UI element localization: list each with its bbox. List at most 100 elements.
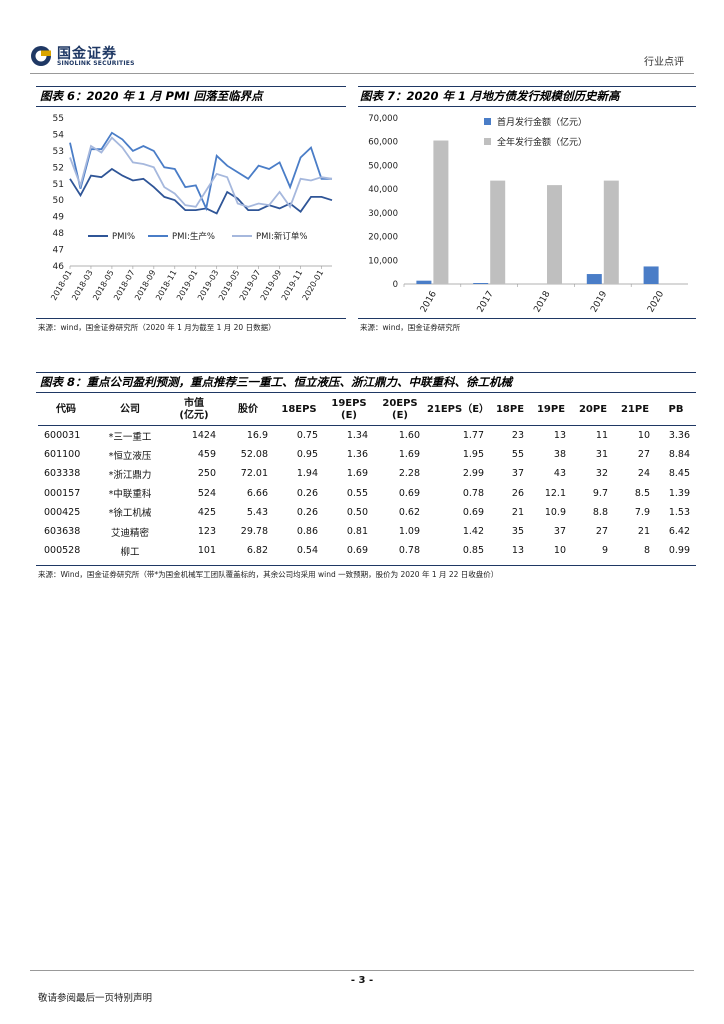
table-cell: 6.82 <box>246 545 268 557</box>
legend-swatch <box>484 138 491 145</box>
table-cell: 0.81 <box>346 526 368 538</box>
table-cell: 9.7 <box>592 487 608 499</box>
y-tick-label: 40,000 <box>368 185 398 195</box>
table-cell: 16.9 <box>246 430 268 442</box>
table-cell: 12.1 <box>544 487 566 499</box>
sinolink-logo-icon <box>30 45 52 67</box>
table-cell: *三一重工 <box>108 431 152 443</box>
column-header-line1: 21EPS（E） <box>426 403 490 415</box>
table-cell: 1.42 <box>462 526 484 538</box>
table-cell: 23 <box>511 430 524 442</box>
section-label: 行业点评 <box>644 57 684 68</box>
column-header-line1: 18EPS <box>281 403 317 415</box>
table-cell: *恒立液压 <box>108 450 152 462</box>
fig8-title: 图表 8：重点公司盈利预测，重点推荐三一重工、恒立液压、浙江鼎力、中联重科、徐工… <box>40 375 513 389</box>
table-cell: 艾迪精密 <box>110 527 149 539</box>
legend-swatch <box>484 118 491 125</box>
x-tick-label: 2016 <box>419 289 439 314</box>
table-cell: 8.8 <box>592 506 608 518</box>
table-cell: 13 <box>553 430 566 442</box>
y-tick-label: 54 <box>53 130 65 140</box>
y-tick-label: 48 <box>53 229 65 239</box>
table-cell: 0.26 <box>296 487 318 499</box>
table-row: 000425 *徐工机械 425 5.43 0.26 0.50 0.62 0.69 21 10.9… <box>38 503 696 522</box>
table-cell: 1.94 <box>296 468 318 480</box>
table-cell: 13 <box>511 545 524 557</box>
y-tick-label: 47 <box>53 246 64 256</box>
table-cell: 38 <box>553 449 566 461</box>
table-cell: 1.60 <box>398 430 420 442</box>
table-cell: 0.69 <box>462 506 484 518</box>
table-cell: 603638 <box>44 526 81 538</box>
table-cell: 0.78 <box>462 487 484 499</box>
table-cell: 1.69 <box>346 468 368 480</box>
bar-full-year <box>603 180 619 284</box>
fig8-bottom-rule <box>36 565 696 566</box>
table-cell: 1424 <box>191 430 216 442</box>
bar-first-month <box>416 280 432 284</box>
column-header: 股价 <box>222 394 274 426</box>
column-header-line1: 公司 <box>120 403 140 415</box>
table-cell: 27 <box>595 526 608 538</box>
column-header-line1: 20EPS <box>382 397 418 409</box>
table-cell: 2.99 <box>462 468 484 480</box>
y-tick-label: 51 <box>53 180 64 190</box>
table-cell: 0.69 <box>398 487 420 499</box>
table-row: 601100 *恒立液压 459 52.08 0.95 1.36 1.69 1.95 55 38 3… <box>38 445 696 464</box>
table-cell: 1.36 <box>346 449 368 461</box>
column-header-line1: 18PE <box>495 403 525 415</box>
fig7-top-rule <box>358 86 696 87</box>
table-cell: 0.54 <box>296 545 318 557</box>
table-cell: 10 <box>637 430 650 442</box>
table-cell: 0.69 <box>346 545 368 557</box>
fig6-source: 来源：wind，国金证券研究所（2020 年 1 月为截至 1 月 20 日数据… <box>38 323 276 332</box>
fig8-source: 来源：Wind，国金证券研究所（带*为国金机械军工团队覆盖标的，其余公司均采用 … <box>38 570 499 579</box>
column-header-line1: 21PE <box>620 403 650 415</box>
table-cell: *中联重科 <box>108 489 152 501</box>
legend-label: PMI:新订单% <box>256 231 307 242</box>
column-header: 20PE <box>572 394 614 426</box>
table-cell: 123 <box>197 526 216 538</box>
table-cell: 1.69 <box>398 449 420 461</box>
legend-label: PMI% <box>112 232 135 242</box>
series-line-3 <box>69 136 333 209</box>
x-tick-label: 2020 <box>646 289 666 314</box>
table-cell: 8.84 <box>668 449 690 461</box>
table-cell: 0.62 <box>398 506 420 518</box>
table-cell: 1.95 <box>462 449 484 461</box>
table-cell: *徐工机械 <box>108 508 152 520</box>
column-header-line1: 股价 <box>238 403 258 415</box>
table-cell: 37 <box>511 468 524 480</box>
table-cell: 000425 <box>44 506 81 518</box>
column-header-line1: 20PE <box>578 403 608 415</box>
fig7-source: 来源：wind，国金证券研究所 <box>360 323 461 332</box>
y-tick-label: 60,000 <box>368 138 398 148</box>
bar-full-year <box>490 180 506 284</box>
column-header-line1: 代码 <box>56 403 76 415</box>
bar-first-month <box>586 274 602 284</box>
table-cell: 8.5 <box>634 487 650 499</box>
table-cell: 7.9 <box>634 506 650 518</box>
table-cell: 000528 <box>44 545 81 557</box>
table-cell: 柳工 <box>120 546 140 558</box>
x-tick-label: 2020-01 <box>301 269 326 302</box>
bar-full-year <box>433 140 449 284</box>
fig8-title-rule <box>36 392 696 393</box>
y-tick-label: 70,000 <box>368 114 398 124</box>
table-cell: 1.53 <box>668 506 690 518</box>
table-cell: 1.39 <box>668 487 690 499</box>
table-cell: 26 <box>511 487 524 499</box>
table-cell: 459 <box>197 449 216 461</box>
column-header: 代码 <box>38 394 94 426</box>
table-cell: 27 <box>637 449 650 461</box>
table-cell: 10 <box>553 545 566 557</box>
table-cell: 2.28 <box>398 468 420 480</box>
table-cell: 0.99 <box>668 545 690 557</box>
fig7-bottom-rule <box>358 318 696 319</box>
y-tick-label: 50 <box>53 196 65 206</box>
column-header-line1: PB <box>668 403 684 415</box>
table-cell: *浙江鼎力 <box>108 469 152 481</box>
table-cell: 0.50 <box>346 506 368 518</box>
y-tick-label: 49 <box>53 213 65 223</box>
table-row: 000528 柳工 101 6.82 0.54 0.69 0.78 0.85 13 10 9 8 0.9… <box>38 541 696 560</box>
